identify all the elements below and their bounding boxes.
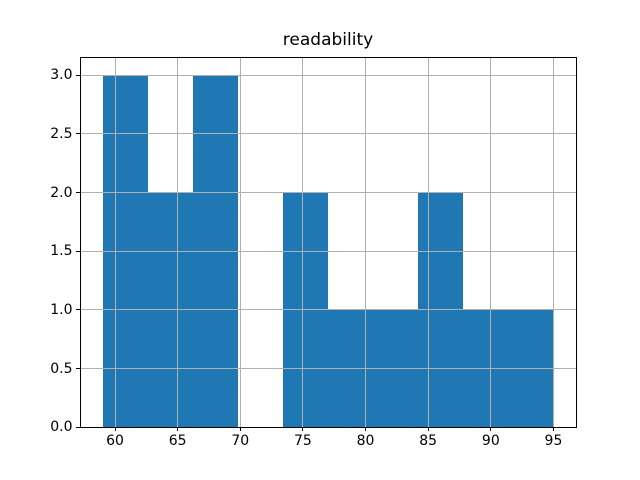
y-tick-mark xyxy=(76,74,80,76)
y-tick-mark xyxy=(76,368,80,370)
x-tick-label: 80 xyxy=(356,432,375,449)
y-tick-label: 0.0 xyxy=(50,419,73,436)
y-tick-mark xyxy=(76,133,80,135)
gridline-vertical xyxy=(302,57,304,428)
gridline-horizontal xyxy=(80,250,576,252)
gridline-vertical xyxy=(177,57,179,428)
spine-right xyxy=(575,57,577,428)
x-tick-mark xyxy=(490,427,492,432)
gridline-horizontal xyxy=(80,192,576,194)
x-tick-label: 90 xyxy=(481,432,500,449)
x-tick-mark xyxy=(302,427,304,432)
x-tick-label: 65 xyxy=(168,432,187,449)
x-tick-mark xyxy=(239,427,241,432)
gridline-horizontal xyxy=(80,309,576,311)
gridline-vertical xyxy=(239,57,241,428)
spine-bottom xyxy=(79,426,577,428)
y-tick-mark xyxy=(76,426,80,428)
gridline-horizontal xyxy=(80,74,576,76)
x-tick-label: 75 xyxy=(294,432,312,449)
x-tick-mark xyxy=(177,427,179,432)
gridline-vertical xyxy=(114,57,116,428)
x-tick-label: 85 xyxy=(419,432,438,449)
spine-top xyxy=(79,57,577,59)
gridline-vertical xyxy=(490,57,492,428)
y-tick-label: 2.5 xyxy=(50,125,73,142)
y-tick-mark xyxy=(76,192,80,194)
gridline-horizontal xyxy=(80,368,576,370)
x-tick-mark xyxy=(427,427,429,432)
y-tick-label: 0.5 xyxy=(50,360,73,377)
spine-left xyxy=(79,57,81,428)
gridline-vertical xyxy=(365,57,367,428)
gridline-horizontal xyxy=(80,133,576,135)
y-tick-label: 1.5 xyxy=(50,243,73,260)
x-tick-label: 95 xyxy=(544,432,563,449)
y-tick-label: 1.0 xyxy=(50,301,73,318)
chart-title: readability xyxy=(282,30,374,50)
gridline-vertical xyxy=(427,57,429,428)
y-tick-mark xyxy=(76,250,80,252)
x-tick-mark xyxy=(114,427,116,432)
x-tick-mark xyxy=(365,427,367,432)
y-tick-label: 2.0 xyxy=(50,184,73,201)
x-tick-mark xyxy=(552,427,554,432)
gridline-vertical xyxy=(552,57,554,428)
x-tick-label: 70 xyxy=(231,432,250,449)
y-tick-mark xyxy=(76,309,80,311)
x-tick-label: 60 xyxy=(106,432,124,449)
y-tick-label: 3.0 xyxy=(50,67,73,84)
